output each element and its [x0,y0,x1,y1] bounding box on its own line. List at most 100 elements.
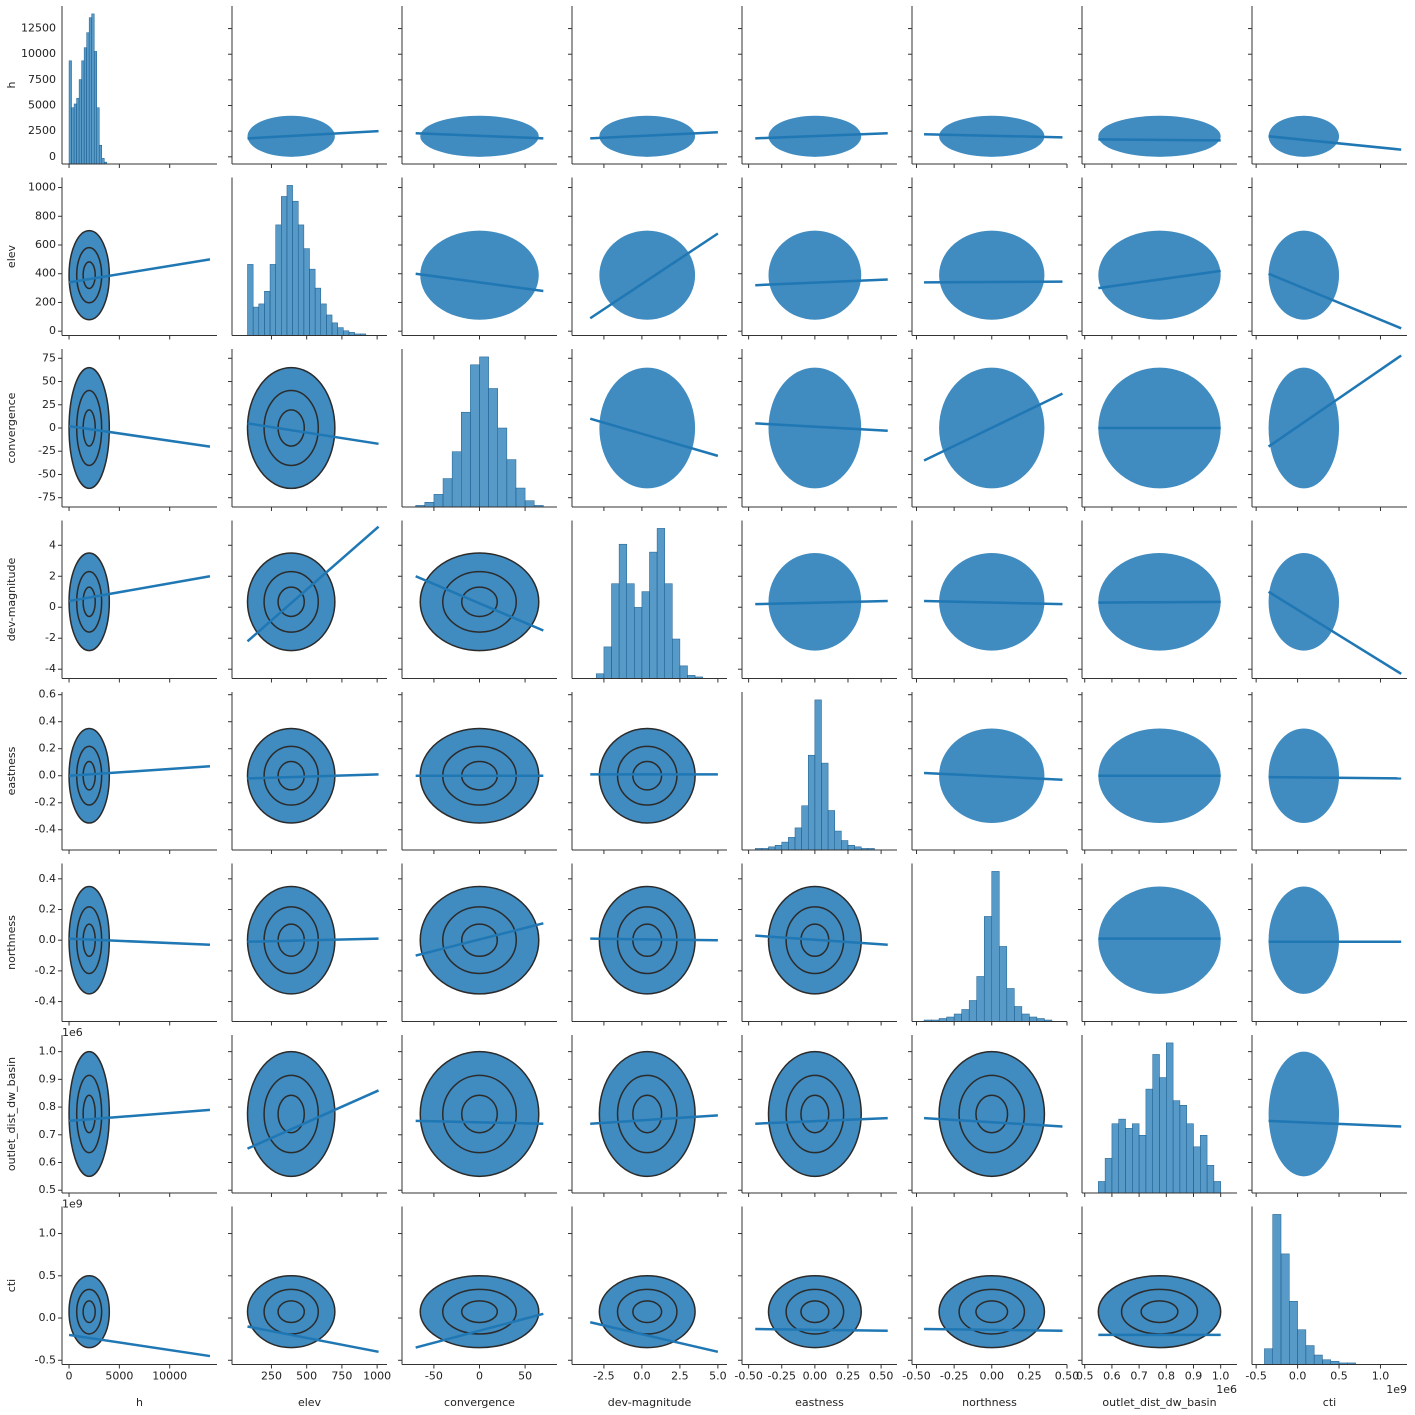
hist-bar [442,478,453,508]
hist-bar [807,754,816,851]
kde-contour [800,1094,830,1134]
point-cloud [939,1051,1045,1177]
hist-bar [76,98,80,165]
regression-line [590,130,718,140]
regression-line [1267,590,1402,675]
hist-bar [309,268,316,336]
regression-line [246,1089,380,1150]
kde-contour [263,570,320,633]
kde-contour [419,1275,540,1349]
hist-bar [976,976,985,1022]
regression-line [68,1333,211,1358]
hist-bar [93,51,97,165]
x-tick-label: -0.25 [940,1370,968,1383]
kde-contour [767,1275,862,1349]
y-tick-label: 7500 [28,73,56,86]
point-cloud [768,1051,862,1177]
y-tick-label: 0.6 [39,688,57,701]
point-cloud [1268,230,1340,320]
point-cloud [1268,553,1340,651]
hist-bar [961,1009,970,1022]
y-axis-label: northness [5,915,18,970]
x-tick-label: 1.0 [1372,1370,1390,1383]
hist-bar [814,699,822,851]
kde-contour [785,1288,845,1335]
kde-contour [75,246,103,304]
y-axis-label: dev-magnitude [5,558,18,642]
hist-bar [343,330,350,336]
hist-bar [303,248,310,336]
x-tick-label: 1.0 [1212,1370,1230,1383]
kde-contour [632,760,663,791]
regression-line [924,280,1063,284]
regression-line [589,232,719,320]
kde-contour [75,1288,103,1335]
point-cloud [768,367,862,489]
kde-contour [246,1275,336,1349]
hist-bar [603,646,612,679]
kde-contour [419,1050,540,1178]
y-tick-label: 800 [35,209,56,222]
hist-bar [1305,1345,1315,1365]
regression-line [923,771,1063,782]
hist-bar [1125,1128,1133,1194]
hist-bar [1186,1123,1194,1194]
hist-bar [297,224,305,336]
kde-contour [598,727,696,824]
hist-bar [524,500,535,508]
hist-bar [1014,1006,1023,1022]
hist-bar [801,805,809,851]
y-tick-label: 2 [49,569,56,582]
regression-line [924,132,1063,139]
y-tick-label: 12500 [21,22,56,35]
hist-bar [96,107,100,165]
x-tick-label: 0.5 [1330,1370,1348,1383]
hist-bar [1172,1100,1181,1194]
x-tick-label: 2.5 [671,1370,689,1383]
y-tick-label: 0.7 [39,1128,57,1141]
hist-bar [497,427,508,508]
kde-contour [75,1074,103,1154]
x-tick-label: 0.6 [1103,1370,1121,1383]
hist-bar [968,1000,977,1022]
hist-bar [1272,1214,1282,1365]
x-tick-label: 10000 [152,1370,187,1383]
hist-bar [470,364,480,508]
hist-bar [73,103,77,165]
x-tick-label: -0.5 [1245,1370,1266,1383]
regression-line [415,575,544,632]
x-tick-label: 0.25 [836,1370,861,1383]
x-axis-label: dev-magnitude [608,1396,692,1409]
kde-contour [958,1288,1026,1335]
point-cloud [1098,115,1221,157]
regression-line [415,922,544,957]
x-tick-label: -0.50 [734,1370,762,1383]
hist-bar [506,459,517,508]
kde-contour [68,1050,111,1178]
hist-bar [946,1016,955,1022]
regression-line [247,937,379,943]
kde-contour [1140,1300,1179,1324]
kde-contour [277,1300,306,1324]
y-tick-label: 0 [49,150,56,163]
y-tick-label: 0.9 [39,1072,57,1085]
y-tick-label: 0.0 [39,1311,57,1324]
regression-line [247,129,379,140]
x-offset-label: 1e6 [1216,1383,1237,1396]
hist-bar [337,327,344,336]
x-axis-label: cti [1323,1396,1336,1409]
hist-bar [841,840,849,851]
x-axis-label: convergence [444,1396,515,1409]
hist-bar [611,583,620,679]
hist-bar [953,1013,962,1022]
y-offset-label: 1e6 [62,1026,83,1039]
regression-line [1268,272,1402,330]
x-tick-label: 250 [261,1370,282,1383]
y-axis-label: elev [5,244,18,268]
point-cloud [768,230,862,320]
y-tick-label: 1.0 [39,1227,57,1240]
regression-line [68,937,211,947]
kde-contour [460,1094,499,1134]
y-axis-label: convergence [5,392,18,463]
